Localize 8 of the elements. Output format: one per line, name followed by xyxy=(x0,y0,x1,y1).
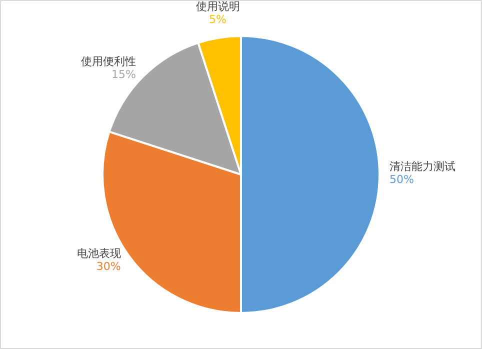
data-label: 30% xyxy=(96,260,121,274)
slice-label: 清洁能力测试 xyxy=(390,160,456,173)
slice-label: 使用说明 xyxy=(196,0,240,14)
data-label: 5% xyxy=(209,13,226,26)
data-label: 50% xyxy=(390,172,414,186)
slice-label: 电池表现 xyxy=(76,247,121,260)
data-label: 15% xyxy=(112,68,136,81)
slice-label: 使用便利性 xyxy=(80,54,136,68)
